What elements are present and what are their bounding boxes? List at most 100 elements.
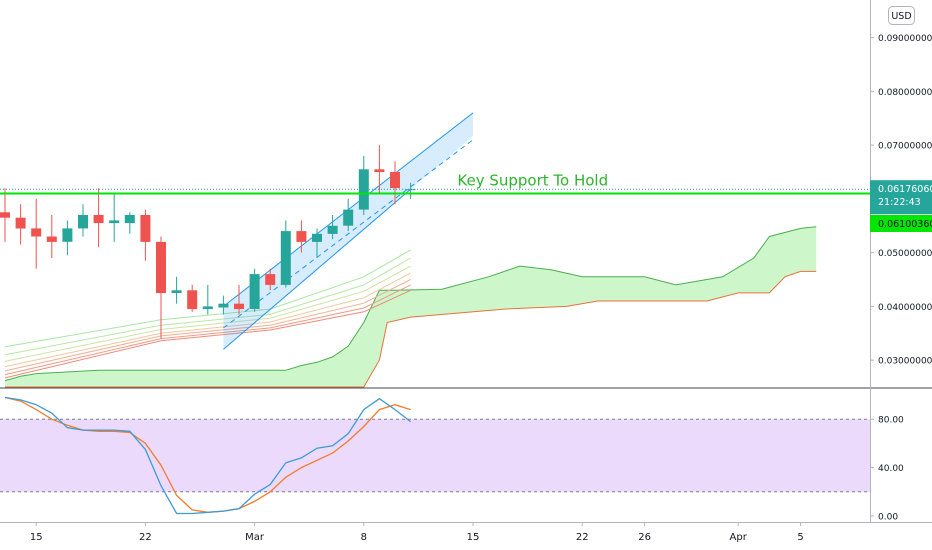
stochastic-k-line <box>4 396 411 515</box>
ribbon-line-7 <box>4 289 411 379</box>
candle-14 <box>202 284 213 315</box>
time-tick-label: 8 <box>361 532 367 543</box>
candle-body <box>78 215 88 229</box>
osc-tick-label: 0.00 <box>878 512 898 522</box>
ribbon-line-4 <box>4 272 411 368</box>
candle-22 <box>327 215 338 240</box>
time-tick-label: 22 <box>576 532 589 543</box>
support-annotation[interactable]: Key Support To Hold <box>457 171 608 189</box>
candle-body <box>280 231 291 285</box>
candle-25 <box>374 145 385 194</box>
candle-12 <box>171 276 182 304</box>
candle-body <box>124 215 135 224</box>
candle-body <box>249 274 260 309</box>
candle-body <box>46 236 57 242</box>
last-price-value: 0.06176060 <box>878 184 932 195</box>
candle-2 <box>15 204 26 245</box>
cloud-upper-line <box>4 226 817 382</box>
candle-11 <box>156 236 166 339</box>
candle-19 <box>280 220 291 288</box>
price-tick-label: 0.04000000 <box>878 303 932 313</box>
cloud-fill <box>5 226 817 387</box>
candle-body <box>109 220 120 224</box>
price-tick-label: 0.09000000 <box>878 34 932 44</box>
candle-body <box>265 274 276 285</box>
candle-body <box>0 212 10 218</box>
candle-8 <box>109 193 120 242</box>
candle-1 <box>0 188 10 242</box>
currency-label: USD <box>891 11 911 22</box>
candle-16 <box>234 284 244 315</box>
candle-body <box>343 209 354 226</box>
candle-20 <box>296 220 307 253</box>
candle-6 <box>78 204 88 237</box>
candle-body <box>390 172 400 189</box>
candle-21 <box>312 228 322 258</box>
price-tick-label: 0.07000000 <box>878 142 932 152</box>
last-price-countdown: 21:22:43 <box>878 197 921 208</box>
time-axis[interactable]: 15 22 Mar 8 15 22 26 Apr 5 <box>30 522 804 543</box>
candle-body <box>171 290 182 293</box>
oscillator-axis[interactable]: 80.00 40.00 0.00 <box>870 416 904 523</box>
channel-lower-line <box>223 188 411 350</box>
currency-button[interactable]: USD <box>888 6 915 25</box>
channel-mid-line <box>223 139 474 329</box>
candle-9 <box>124 212 135 234</box>
time-tick-label: Apr <box>730 532 748 543</box>
candle-7 <box>93 188 104 248</box>
stochastic-pane[interactable] <box>0 396 870 515</box>
time-tick-label: 15 <box>467 532 480 543</box>
candle-10 <box>140 209 151 261</box>
candle-body <box>31 228 42 237</box>
candle-body <box>312 233 322 242</box>
candle-body <box>156 241 166 293</box>
candle-13 <box>187 284 198 312</box>
osc-tick-label: 80.00 <box>878 416 904 426</box>
candle-body <box>234 303 244 310</box>
last-price-badge: 0.06176060 21:22:43 <box>870 180 932 215</box>
time-tick-label: 22 <box>139 532 152 543</box>
osc-tick-label: 40.00 <box>878 464 904 474</box>
candle-body <box>62 228 73 242</box>
candle-15 <box>218 295 229 315</box>
candle-body <box>15 217 26 229</box>
candle-body <box>93 215 104 224</box>
ichimoku-cloud <box>4 226 817 388</box>
candle-body <box>374 169 385 172</box>
price-tick-label: 0.03000000 <box>878 357 932 367</box>
candle-26 <box>390 161 400 205</box>
support-price-value: 0.06100360 <box>878 219 932 230</box>
candle-4 <box>46 215 57 258</box>
candle-3 <box>31 198 42 269</box>
candle-body <box>218 303 229 308</box>
time-tick-label: 15 <box>30 532 43 543</box>
candle-body <box>405 189 416 191</box>
candle-body <box>140 215 151 242</box>
price-badges: 0.06176060 21:22:43 0.06100360 <box>870 180 932 232</box>
candle-body <box>296 231 307 242</box>
candle-23 <box>343 198 354 232</box>
price-tick-label: 0.08000000 <box>878 88 932 98</box>
support-price-badge: 0.06100360 <box>870 215 932 232</box>
ribbon-line-6 <box>4 284 411 376</box>
ribbon-line-3 <box>4 265 411 362</box>
candle-27 <box>405 182 416 199</box>
candle-body <box>187 290 198 310</box>
candle-18 <box>265 268 276 291</box>
candle-5 <box>62 220 73 256</box>
price-pane[interactable]: Key Support To Hold <box>0 112 870 388</box>
time-tick-label: 26 <box>638 532 651 543</box>
candle-body <box>327 225 338 234</box>
ma-ribbon <box>4 249 411 379</box>
time-tick-label: Mar <box>245 532 265 543</box>
support-level[interactable] <box>0 188 870 195</box>
time-tick-label: 5 <box>797 532 803 543</box>
cloud-lower-line <box>5 270 817 388</box>
ribbon-line-2 <box>4 257 411 356</box>
channel-fill <box>223 112 473 350</box>
stochastic-band <box>0 419 870 492</box>
price-tick-label: 0.05000000 <box>878 249 932 259</box>
ribbon-line-5 <box>4 279 411 372</box>
candle-17 <box>249 268 260 312</box>
